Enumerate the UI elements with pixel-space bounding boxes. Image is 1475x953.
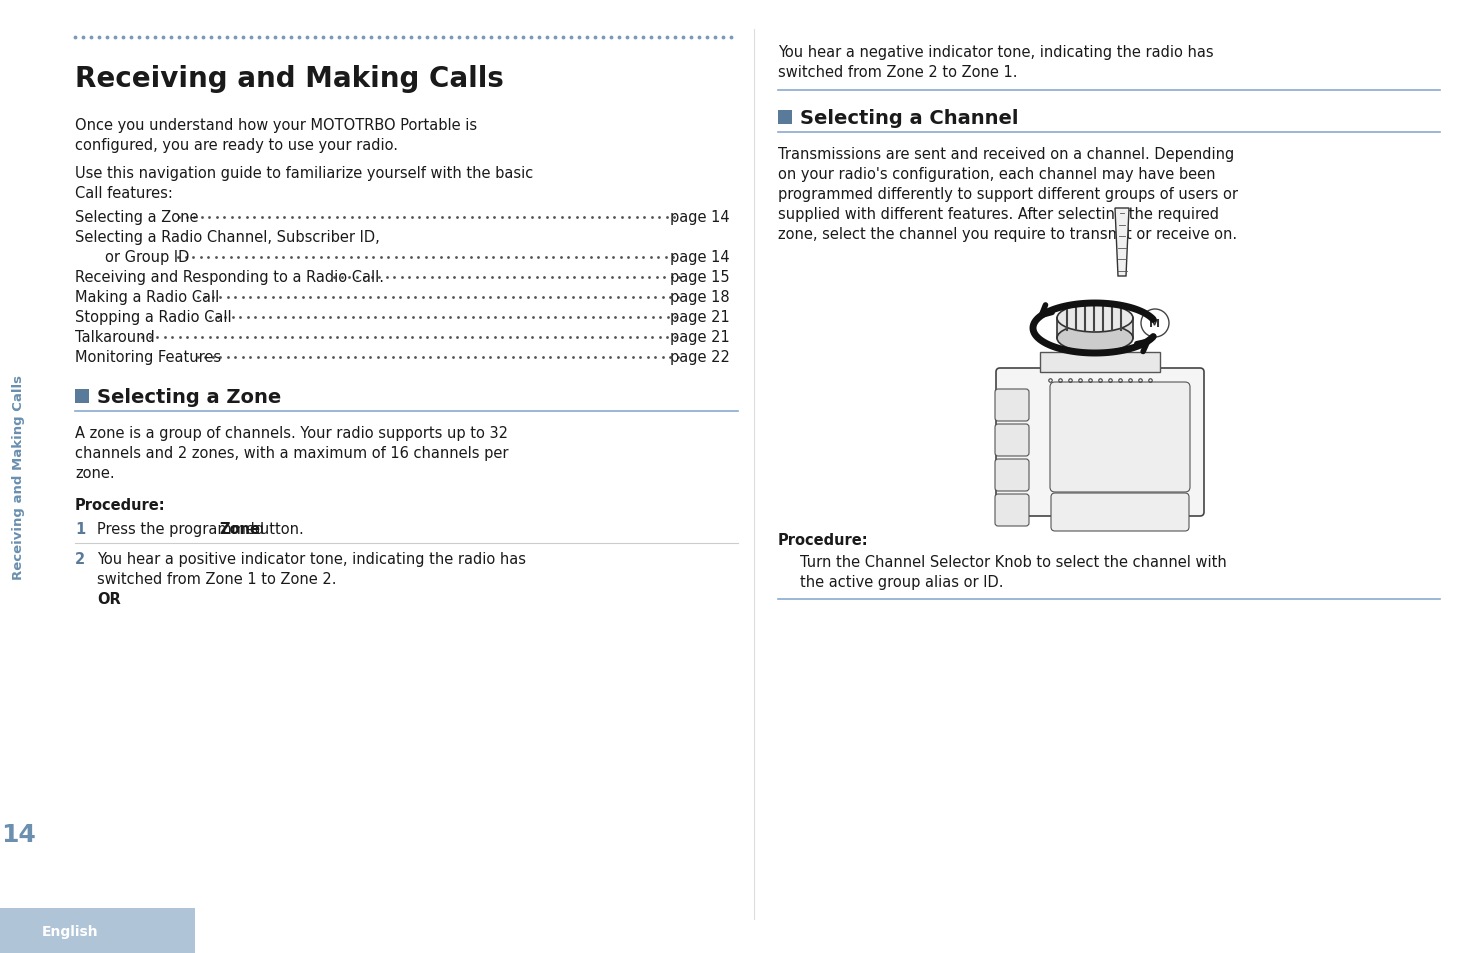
Text: page 14: page 14: [670, 210, 730, 225]
Text: Making a Radio Call: Making a Radio Call: [75, 290, 220, 305]
Text: page 22: page 22: [670, 350, 730, 365]
Ellipse shape: [1058, 305, 1133, 333]
Text: You hear a positive indicator tone, indicating the radio has: You hear a positive indicator tone, indi…: [97, 552, 527, 566]
Text: Use this navigation guide to familiarize yourself with the basic: Use this navigation guide to familiarize…: [75, 166, 534, 181]
Text: Turn the Channel Selector Knob to select the channel with: Turn the Channel Selector Knob to select…: [799, 555, 1227, 569]
Ellipse shape: [1142, 310, 1170, 337]
Text: 14: 14: [1, 822, 37, 846]
Ellipse shape: [1058, 325, 1133, 353]
Polygon shape: [1115, 209, 1128, 276]
Text: Receiving and Making Calls: Receiving and Making Calls: [75, 65, 504, 92]
Text: Zone: Zone: [220, 521, 261, 537]
Text: Monitoring Features: Monitoring Features: [75, 350, 221, 365]
FancyBboxPatch shape: [996, 495, 1030, 526]
Text: Press the programmed: Press the programmed: [97, 521, 268, 537]
Text: You hear a negative indicator tone, indicating the radio has: You hear a negative indicator tone, indi…: [777, 45, 1214, 60]
Text: OR: OR: [97, 592, 121, 606]
Text: zone.: zone.: [75, 465, 115, 480]
Text: page 18: page 18: [670, 290, 730, 305]
Text: Stopping a Radio Call: Stopping a Radio Call: [75, 310, 232, 325]
Text: Transmissions are sent and received on a channel. Depending: Transmissions are sent and received on a…: [777, 147, 1235, 162]
Text: Once you understand how your MOTOTRBO Portable is: Once you understand how your MOTOTRBO Po…: [75, 118, 476, 132]
FancyBboxPatch shape: [1052, 494, 1189, 532]
Text: A zone is a group of channels. Your radio supports up to 32: A zone is a group of channels. Your radi…: [75, 426, 507, 440]
Text: the active group alias or ID.: the active group alias or ID.: [799, 575, 1003, 589]
Text: Selecting a Zone: Selecting a Zone: [97, 388, 282, 407]
Bar: [1040, 353, 1159, 373]
Text: Selecting a Zone: Selecting a Zone: [75, 210, 199, 225]
Text: Selecting a Channel: Selecting a Channel: [799, 109, 1019, 128]
Text: zone, select the channel you require to transmit or receive on.: zone, select the channel you require to …: [777, 227, 1238, 242]
Text: supplied with different features. After selecting the required: supplied with different features. After …: [777, 207, 1218, 222]
Text: M: M: [1149, 318, 1161, 329]
Text: Selecting a Radio Channel, Subscriber ID,: Selecting a Radio Channel, Subscriber ID…: [75, 230, 379, 245]
Text: switched from Zone 1 to Zone 2.: switched from Zone 1 to Zone 2.: [97, 572, 336, 586]
FancyBboxPatch shape: [996, 390, 1030, 421]
Text: Receiving and Responding to a Radio Call.: Receiving and Responding to a Radio Call…: [75, 270, 384, 285]
FancyBboxPatch shape: [996, 369, 1204, 517]
Text: page 21: page 21: [670, 330, 730, 345]
Text: configured, you are ready to use your radio.: configured, you are ready to use your ra…: [75, 138, 398, 152]
Bar: [75, 390, 88, 403]
Text: 2: 2: [75, 552, 86, 566]
Bar: [777, 111, 792, 125]
Text: channels and 2 zones, with a maximum of 16 channels per: channels and 2 zones, with a maximum of …: [75, 446, 509, 460]
Text: Procedure:: Procedure:: [75, 497, 165, 513]
Text: 1: 1: [75, 521, 86, 537]
Text: Procedure:: Procedure:: [777, 533, 869, 547]
FancyBboxPatch shape: [996, 459, 1030, 492]
FancyBboxPatch shape: [1050, 382, 1190, 493]
Text: programmed differently to support different groups of users or: programmed differently to support differ…: [777, 187, 1238, 202]
Text: page 15: page 15: [670, 270, 730, 285]
Text: switched from Zone 2 to Zone 1.: switched from Zone 2 to Zone 1.: [777, 65, 1018, 80]
Text: or Group ID: or Group ID: [105, 250, 189, 265]
Text: English: English: [41, 924, 99, 938]
Text: page 21: page 21: [670, 310, 730, 325]
Bar: [0, 908, 195, 953]
Text: button.: button.: [246, 521, 304, 537]
Text: Call features:: Call features:: [75, 186, 173, 201]
Text: page 14: page 14: [670, 250, 730, 265]
FancyBboxPatch shape: [996, 424, 1030, 456]
Text: Receiving and Making Calls: Receiving and Making Calls: [12, 375, 25, 578]
Bar: [1058, 318, 1133, 338]
Text: Talkaround: Talkaround: [75, 330, 155, 345]
Text: on your radio's configuration, each channel may have been: on your radio's configuration, each chan…: [777, 167, 1215, 182]
